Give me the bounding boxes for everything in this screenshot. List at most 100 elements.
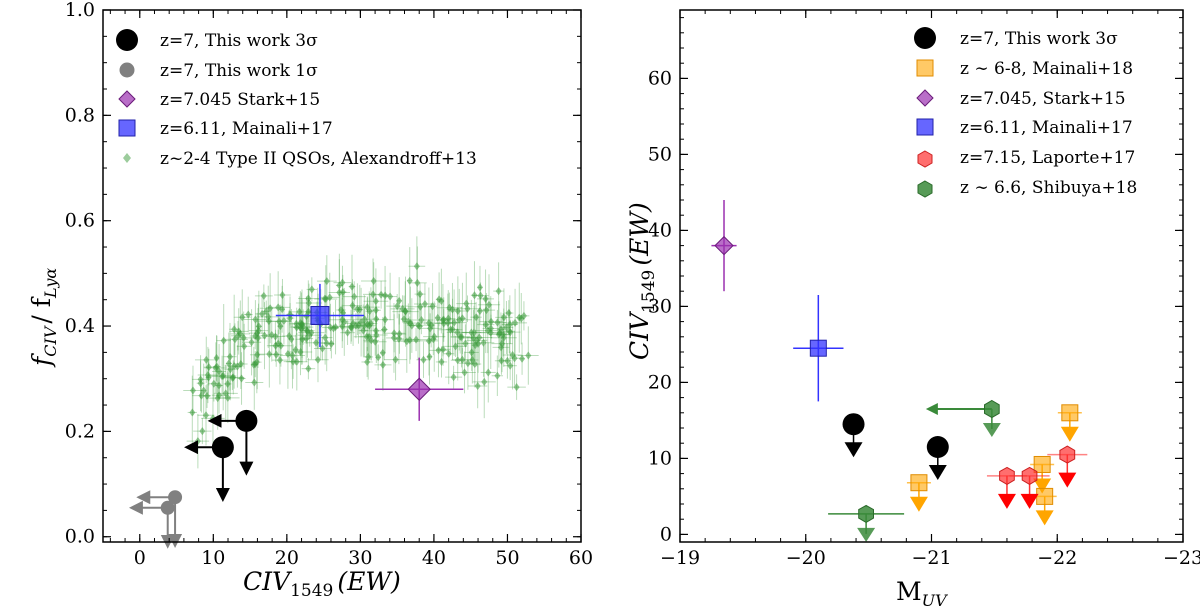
qso-point [220, 371, 227, 380]
legend-marker-purple-diamond [118, 90, 136, 108]
qso-point [314, 355, 321, 364]
qso-point [224, 379, 231, 388]
qso-point [205, 373, 212, 382]
qso-point [276, 317, 283, 326]
qso-point [238, 374, 245, 383]
qso-point [462, 339, 469, 348]
qso-point [239, 313, 246, 322]
stark15-point [714, 235, 734, 256]
qso-point [477, 291, 484, 300]
qso-point [252, 360, 259, 369]
qso-point [504, 356, 511, 365]
upper-limit-arrowhead [909, 496, 928, 512]
qso-point [279, 290, 286, 299]
right-chart: −19 −20 −21 −22 −23 0 10 20 30 40 50 60 z=7, This w… [625, 9, 1200, 610]
qso-point [379, 348, 386, 357]
qso-point [251, 378, 258, 387]
qso-point [408, 321, 415, 330]
upper-limit-arrowhead [925, 403, 938, 415]
upper-limit-arrowhead [1020, 493, 1039, 509]
right-legend: z=7, This work 3σ z ∼ 6-8, Mainali+18 z=… [914, 27, 1137, 198]
qso-point [252, 315, 259, 324]
qso-point [297, 347, 304, 356]
left-x-axis-label: CIV1549 (EW) [243, 567, 401, 601]
qso-point [373, 315, 380, 324]
qso-point [328, 339, 335, 348]
y-tick-label: 0 [660, 523, 672, 545]
upper-limit-arrowhead [857, 527, 876, 542]
qso-point [471, 291, 478, 300]
legend-label: z=7.045 Stark+15 [160, 90, 320, 110]
qso-point [476, 307, 483, 316]
qso-point [482, 320, 489, 329]
qso-point [445, 349, 452, 358]
x-tick-label: −20 [786, 547, 826, 569]
qso-point [277, 341, 284, 350]
qso-point [263, 307, 270, 316]
qso-point [444, 318, 451, 327]
qso-point [382, 315, 389, 324]
qso-point [332, 323, 339, 332]
qso-point [292, 345, 299, 354]
left-legend: z=7, This work 3σ z=7, This work 1σ z=7.… [116, 29, 477, 169]
qso-point [454, 328, 461, 337]
qso-point [296, 307, 303, 316]
qso-point [276, 356, 283, 365]
left-y-axis-label: fCIV/ fLyα [27, 268, 60, 368]
qso-point [481, 377, 488, 386]
qso-point [468, 328, 475, 337]
qso-point [304, 326, 311, 335]
qso-point [364, 303, 371, 312]
qso-point [245, 310, 252, 319]
qso-point [513, 383, 520, 392]
qso-point [198, 391, 205, 400]
qso-point [287, 310, 294, 319]
x-tick-label: −23 [1163, 547, 1200, 569]
qso-point [203, 355, 210, 364]
upper-limit-arrowhead [982, 423, 1001, 437]
qso-point [461, 368, 468, 377]
qso-point [416, 322, 423, 331]
x-tick-label: −19 [660, 547, 700, 569]
qso-point [284, 349, 291, 358]
qso-point [336, 288, 343, 297]
qso-point [299, 335, 306, 344]
qso-point [313, 338, 320, 347]
y-tick-label: 0.6 [65, 210, 95, 232]
qso-point [499, 339, 506, 348]
legend-label: z=6.11, Mainali+17 [960, 118, 1133, 138]
this-work-1sigma-point [160, 500, 175, 515]
qso-point [500, 313, 507, 322]
qso-point [482, 294, 489, 303]
qso-point [194, 437, 201, 446]
this-work-1sigma-point [168, 490, 183, 505]
qso-point [498, 356, 505, 365]
y-tick-label: 0.2 [65, 420, 95, 442]
legend-marker-red-hexagon [917, 150, 933, 168]
qso-point [210, 379, 217, 388]
qso-point [231, 325, 238, 334]
laporte17-point [1059, 445, 1076, 464]
qso-point [308, 285, 315, 294]
qso-point [240, 333, 247, 342]
qso-point [450, 373, 457, 382]
qso-point [235, 327, 242, 336]
qso-point [390, 333, 397, 342]
qso-point [480, 338, 487, 347]
qso-point [254, 333, 261, 342]
qso-point [426, 352, 433, 361]
qso-point [405, 317, 412, 326]
legend-marker-orange-square [916, 59, 934, 77]
qso-point [403, 337, 410, 346]
qso-point [518, 314, 525, 323]
qso-point [370, 276, 377, 285]
alexandroff-qso-points [183, 236, 539, 469]
qso-point [272, 341, 279, 350]
laporte17-point [999, 466, 1015, 485]
shibuya18-point [984, 399, 1000, 419]
qso-point [248, 338, 255, 347]
legend-marker-gray-circle [119, 62, 135, 78]
qso-point [486, 300, 493, 309]
qso-point [425, 336, 432, 345]
